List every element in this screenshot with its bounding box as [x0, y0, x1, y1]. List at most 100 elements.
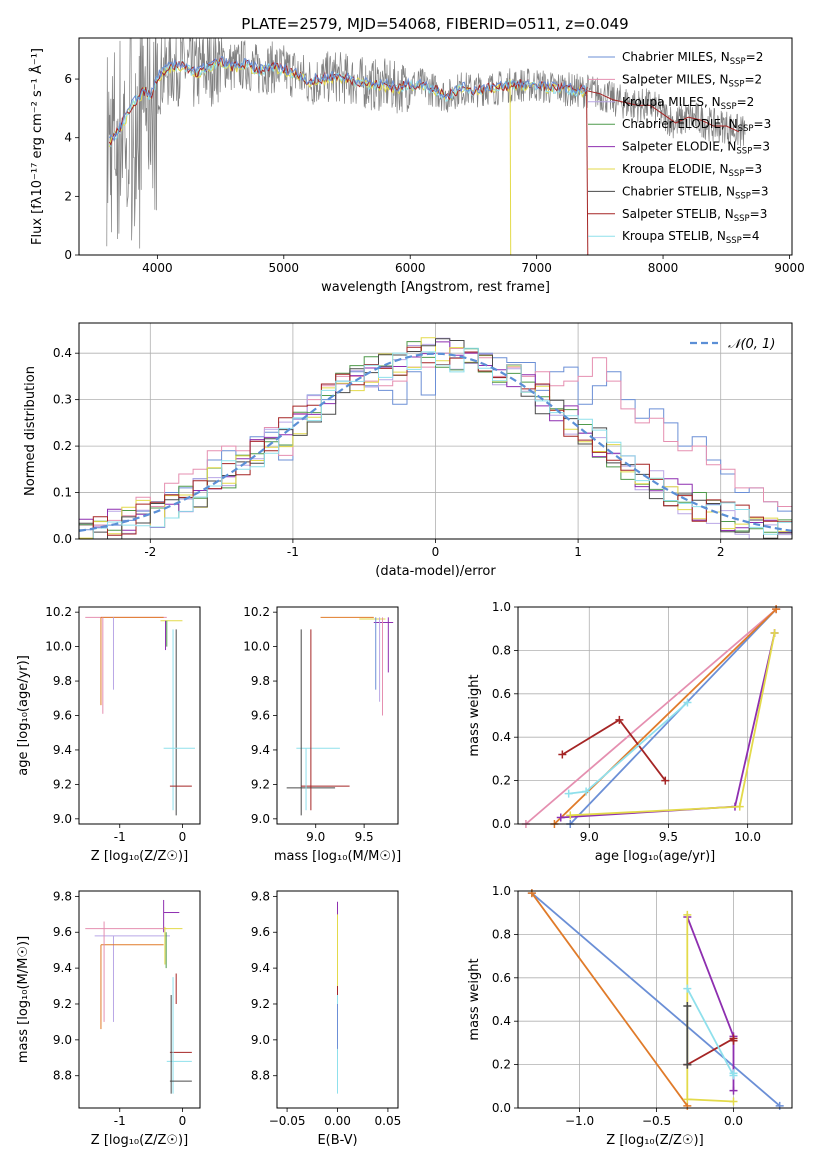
data-point — [729, 1097, 738, 1106]
y-tick-label: 0.2 — [492, 1058, 511, 1072]
y-tick-label: 9.4 — [53, 961, 72, 975]
legend-entry-label: Chabrier STELIB, NSSP=3 — [622, 184, 769, 201]
axes-ebv: −0.05 0.00 0.05 8.8 9.0 9.2 9.4 9.6 9.8 E(B-V) — [251, 889, 401, 1148]
x-tick-label: 6000 — [395, 261, 426, 275]
data-point — [582, 787, 591, 796]
x-tick-label: 0 — [179, 830, 187, 844]
legend-entry-label: Chabrier MILES, NSSP=2 — [622, 50, 763, 67]
x-tick-label: 0 — [432, 545, 440, 559]
data-point — [729, 1036, 738, 1045]
series-line — [686, 914, 734, 1103]
y-tick-label: 0.4 — [53, 346, 72, 360]
axes-frame — [78, 37, 793, 256]
axes-mass-weight-vs-Z: −1.0 −0.5 0.0 0.0 0.2 0.4 0.6 0.8 1.0 Z [log₁₀(Z/… — [467, 884, 793, 1148]
legend-entry-label: Salpeter STELIB, NSSP=3 — [622, 207, 767, 224]
series-line — [553, 608, 777, 825]
y-tick-label: 0.8 — [492, 643, 511, 657]
x-axis-label: wavelength [Angstrom, rest frame] — [321, 280, 550, 295]
x-tick-label: -2 — [144, 545, 156, 559]
x-tick-label: 7000 — [521, 261, 552, 275]
axes-frame — [78, 890, 201, 1109]
x-axis-label: age [log₁₀(age/yr)] — [595, 849, 716, 864]
y-tick-label: 9.0 — [53, 812, 72, 826]
series-line — [561, 718, 667, 782]
y-tick-label: 0.0 — [53, 532, 72, 546]
plot-area-age-vs-Z — [85, 616, 195, 816]
plots-layer: 4000 5000 6000 7000 8000 9000 0 2 4 6 wavelength [… — [16, 37, 805, 1148]
y-tick-label: 6 — [64, 72, 72, 86]
y-tick-label: 9.4 — [251, 743, 270, 757]
x-tick-label: -1 — [287, 545, 299, 559]
x-tick-label: 5000 — [269, 261, 300, 275]
data-point — [770, 629, 779, 638]
data-point — [729, 1086, 738, 1095]
y-tick-label: 9.2 — [53, 777, 72, 791]
y-tick-label: 0.0 — [492, 1101, 511, 1115]
y-tick-label: 9.6 — [53, 925, 72, 939]
y-tick-label: 2 — [64, 189, 72, 203]
axes-spectrum: 4000 5000 6000 7000 8000 9000 0 2 4 6 wavelength [… — [29, 37, 805, 295]
data-point — [729, 1069, 738, 1078]
dip-line — [509, 79, 512, 255]
x-tick-label: −0.05 — [269, 1114, 306, 1128]
data-point — [566, 811, 575, 820]
y-tick-label: 0.1 — [53, 486, 72, 500]
y-tick-label: 9.0 — [251, 812, 270, 826]
series-line — [531, 892, 781, 1107]
y-tick-label: 9.4 — [251, 961, 270, 975]
x-axis-label: Z [log₁₀(Z/Z☉)] — [91, 1133, 188, 1148]
data-point — [564, 789, 573, 798]
data-point — [558, 750, 567, 759]
y-axis-label: mass weight — [467, 958, 482, 1040]
y-tick-label: 0.2 — [492, 774, 511, 788]
plot-area-mass-weight-vs-Z — [527, 889, 784, 1110]
y-tick-label: 10.2 — [45, 605, 72, 619]
y-tick-label: 9.2 — [53, 997, 72, 1011]
axes-frame — [78, 606, 201, 825]
plot-area-age-vs-mass — [286, 616, 394, 816]
data-point — [683, 984, 692, 993]
y-axis-label: mass weight — [467, 674, 482, 756]
axes-mass-weight-vs-age: 9.0 9.5 10.0 0.0 0.2 0.4 0.6 0.8 1.0 age [log₁₀(a… — [467, 600, 793, 864]
x-tick-label: -1 — [114, 1114, 126, 1128]
legend: 𝒩(0, 1) — [690, 337, 775, 352]
y-tick-label: 8.8 — [251, 1069, 270, 1083]
axes-frame — [517, 606, 793, 825]
y-tick-label: 0.4 — [492, 730, 511, 744]
y-axis-label: Flux [fλ10⁻¹⁷ erg cm⁻² s⁻¹ Å⁻¹] — [29, 48, 45, 245]
data-point — [683, 1095, 692, 1104]
y-tick-label: 9.2 — [251, 997, 270, 1011]
y-tick-label: 8.8 — [53, 1069, 72, 1083]
data-point — [556, 813, 565, 822]
x-axis-label: mass [log₁₀(M/M☉)] — [274, 849, 401, 864]
y-axis-label: mass [log₁₀(M/M☉)] — [16, 936, 31, 1063]
x-tick-label: 9.5 — [355, 830, 374, 844]
legend-entry-label: Chabrier ELODIE, NSSP=3 — [622, 117, 771, 134]
y-tick-label: 9.8 — [53, 889, 72, 903]
y-tick-label: 9.6 — [251, 709, 270, 723]
axes-residuals: -2 -1 0 1 2 0.0 0.1 0.2 0.3 0.4 (data-model)/error… — [23, 322, 793, 579]
data-point — [683, 910, 692, 919]
data-point — [683, 698, 692, 707]
x-tick-label: 9.5 — [659, 830, 678, 844]
y-tick-label: 0.6 — [492, 687, 511, 701]
y-tick-label: 0.4 — [492, 1014, 511, 1028]
y-tick-label: 0.2 — [53, 439, 72, 453]
data-point — [683, 1002, 692, 1011]
y-tick-label: 10.2 — [243, 605, 270, 619]
figure-title: PLATE=2579, MJD=54068, FIBERID=0511, z=0… — [241, 15, 628, 33]
y-tick-label: 9.6 — [251, 925, 270, 939]
model-spectrum-tail — [587, 90, 740, 133]
y-tick-label: 0.6 — [492, 971, 511, 985]
histogram-series — [79, 337, 792, 539]
y-tick-label: 0.0 — [492, 817, 511, 831]
data-point — [683, 1060, 692, 1069]
x-tick-label: 4000 — [142, 261, 173, 275]
model-spectrum-line — [108, 55, 588, 142]
histogram-series — [79, 338, 792, 539]
data-point — [661, 776, 670, 785]
series-line — [525, 608, 777, 825]
y-tick-label: 9.8 — [251, 674, 270, 688]
series-line — [531, 892, 689, 1107]
